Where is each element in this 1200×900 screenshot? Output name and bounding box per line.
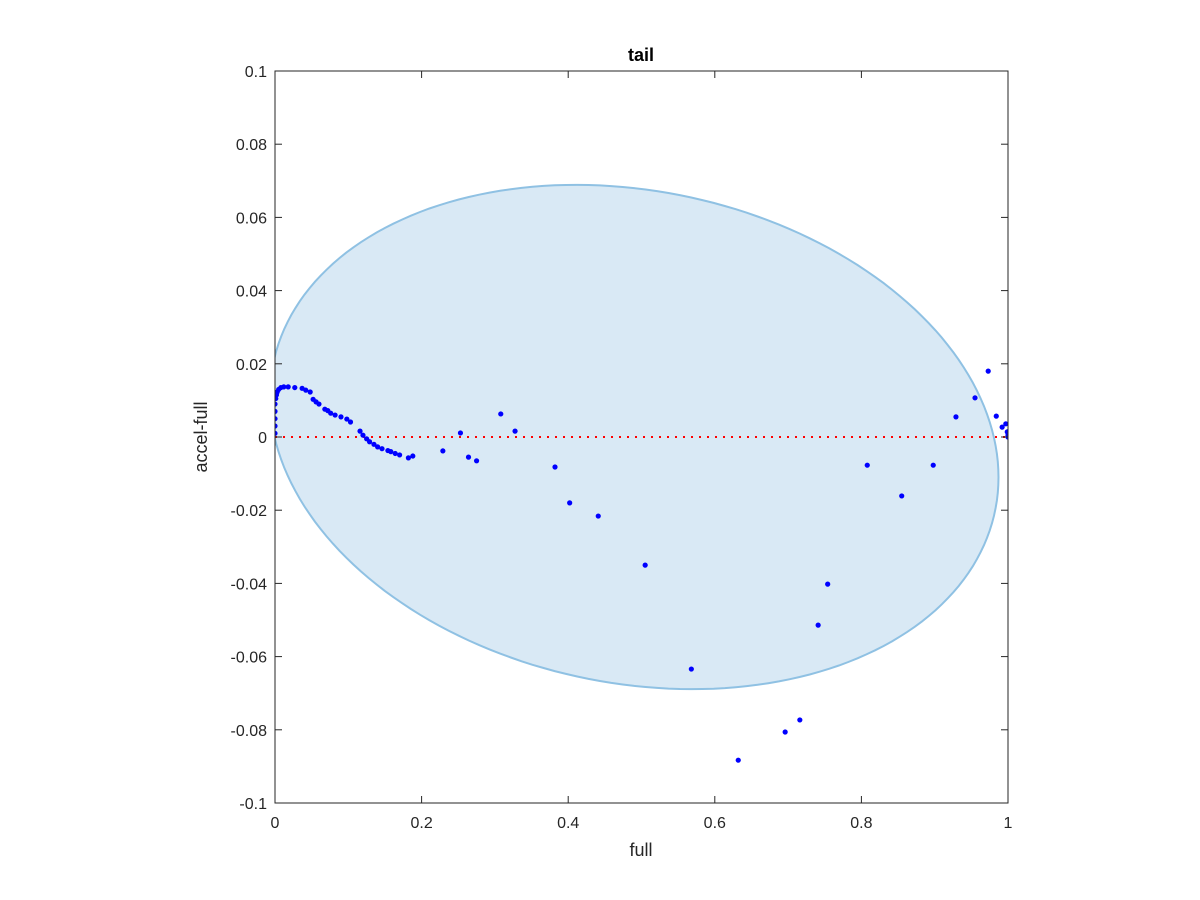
data-point — [338, 414, 344, 420]
data-point — [642, 562, 648, 568]
data-point — [825, 581, 831, 587]
data-point — [473, 458, 480, 464]
data-point — [292, 384, 298, 391]
data-point — [281, 384, 287, 390]
data-point — [328, 410, 334, 416]
data-point — [465, 454, 472, 460]
data-point — [972, 395, 978, 401]
data-point — [357, 428, 363, 434]
y-tick-label: 0.02 — [236, 357, 267, 374]
data-point — [316, 401, 322, 407]
data-point — [782, 729, 788, 735]
x-axis-label: full — [629, 840, 652, 860]
data-point — [993, 413, 999, 419]
data-point — [275, 423, 278, 429]
x-tick-label: 0.8 — [850, 815, 872, 832]
data-point — [347, 419, 354, 425]
y-tick-label: -0.02 — [231, 503, 268, 520]
data-point — [303, 387, 309, 393]
data-point — [397, 452, 403, 458]
x-tick-label: 1 — [1004, 815, 1013, 832]
data-point — [512, 428, 518, 434]
y-tick-label: -0.04 — [231, 576, 268, 593]
x-tick-label: 0 — [271, 815, 280, 832]
data-point — [953, 414, 959, 420]
data-point — [735, 757, 741, 763]
data-point — [930, 462, 936, 468]
data-point — [332, 412, 338, 418]
data-point — [285, 384, 291, 390]
chart-title: tail — [628, 45, 654, 65]
data-point — [999, 424, 1005, 430]
y-tick-label: 0 — [258, 430, 267, 447]
data-point — [864, 462, 870, 468]
data-point — [379, 446, 385, 452]
ticks: 0 0.2 0.4 0.6 0.8 1 0.1 0.08 0.06 0.04 0.02 0 -0.02 -… — [231, 64, 1013, 832]
data-point — [688, 666, 694, 672]
data-point — [797, 717, 803, 723]
data-point — [360, 432, 366, 438]
y-tick-label: -0.1 — [239, 796, 267, 813]
data-point — [498, 411, 504, 417]
x-tick-label: 0.4 — [557, 815, 579, 832]
data-point — [595, 513, 601, 519]
data-point — [275, 416, 278, 422]
data-point — [275, 430, 278, 436]
y-tick-label: 0.08 — [236, 137, 267, 154]
y-tick-label: -0.08 — [231, 723, 268, 740]
x-tick-label: 0.2 — [410, 815, 432, 832]
y-tick-label: 0.04 — [236, 284, 267, 301]
data-point — [899, 493, 905, 499]
data-point — [392, 450, 398, 457]
data-point — [307, 389, 313, 395]
data-point — [366, 439, 373, 445]
x-tick-label: 0.6 — [704, 815, 726, 832]
data-point — [371, 441, 377, 447]
data-point — [275, 401, 278, 407]
data-point — [405, 455, 412, 461]
data-point — [388, 449, 394, 455]
y-tick-label: -0.06 — [231, 650, 268, 667]
data-point — [815, 622, 821, 628]
data-point — [275, 408, 278, 414]
data-point — [1003, 421, 1008, 427]
data-point — [410, 453, 416, 459]
y-tick-label: 0.06 — [236, 210, 267, 227]
data-point — [344, 416, 350, 422]
data-point — [985, 368, 991, 374]
data-point — [375, 444, 381, 450]
y-tick-label: 0.1 — [245, 64, 267, 81]
plot-area — [275, 183, 1008, 763]
data-point — [552, 464, 558, 470]
data-point — [440, 448, 446, 454]
data-point — [567, 500, 573, 506]
data-point — [457, 430, 464, 436]
y-axis-label: accel-full — [191, 401, 211, 472]
